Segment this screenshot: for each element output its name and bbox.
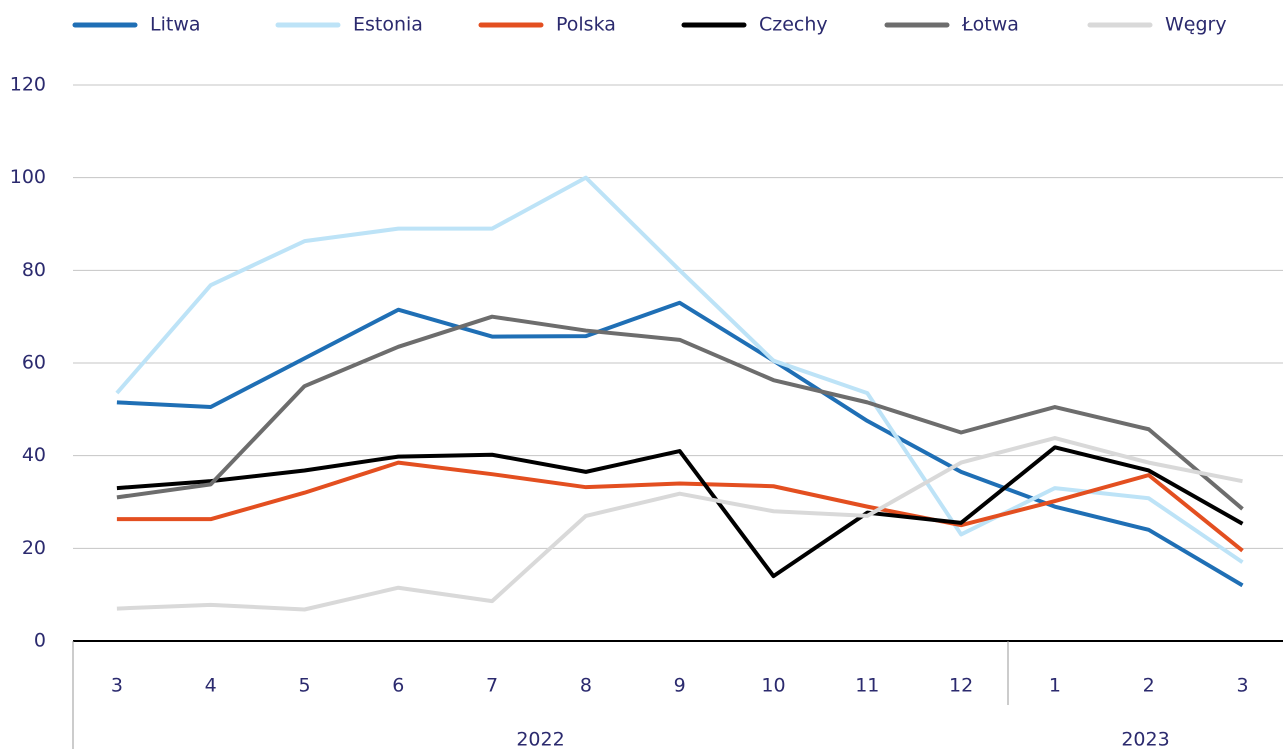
x-tick-label: 6 <box>392 675 404 697</box>
legend-label: Polska <box>556 14 616 36</box>
y-tick-label: 40 <box>22 444 46 466</box>
legend-label: Estonia <box>353 14 423 36</box>
x-tick-label: 4 <box>205 675 217 697</box>
x-tick-label: 7 <box>486 675 498 697</box>
x-group-label: 2023 <box>1121 729 1169 749</box>
legend-label: Łotwa <box>961 14 1019 36</box>
x-tick-label: 9 <box>674 675 686 697</box>
x-tick-label: 8 <box>580 675 592 697</box>
legend-label: Węgry <box>1165 14 1227 36</box>
series-line <box>115 175 1244 564</box>
x-tick-label: 10 <box>761 675 785 697</box>
y-tick-label: 120 <box>10 74 46 96</box>
x-tick-label: 12 <box>949 675 973 697</box>
x-tick-label: 11 <box>855 675 879 697</box>
y-tick-label: 0 <box>34 630 46 652</box>
series-line <box>116 436 1243 612</box>
series-line <box>116 314 1244 511</box>
x-tick-label: 2 <box>1143 675 1155 697</box>
series-line <box>116 460 1244 553</box>
x-tick-label: 3 <box>1236 675 1248 697</box>
y-tick-label: 20 <box>22 537 46 559</box>
y-tick-label: 60 <box>22 352 46 374</box>
x-group-label: 2022 <box>516 729 564 749</box>
y-tick-label: 80 <box>22 259 46 281</box>
series-line <box>116 300 1244 588</box>
legend-label: Czechy <box>759 14 828 36</box>
x-tick-label: 1 <box>1049 675 1061 697</box>
x-tick-label: 5 <box>298 675 310 697</box>
series-line <box>116 445 1244 579</box>
y-tick-label: 100 <box>10 166 46 188</box>
x-tick-label: 3 <box>111 675 123 697</box>
legend-label: Litwa <box>150 14 201 36</box>
